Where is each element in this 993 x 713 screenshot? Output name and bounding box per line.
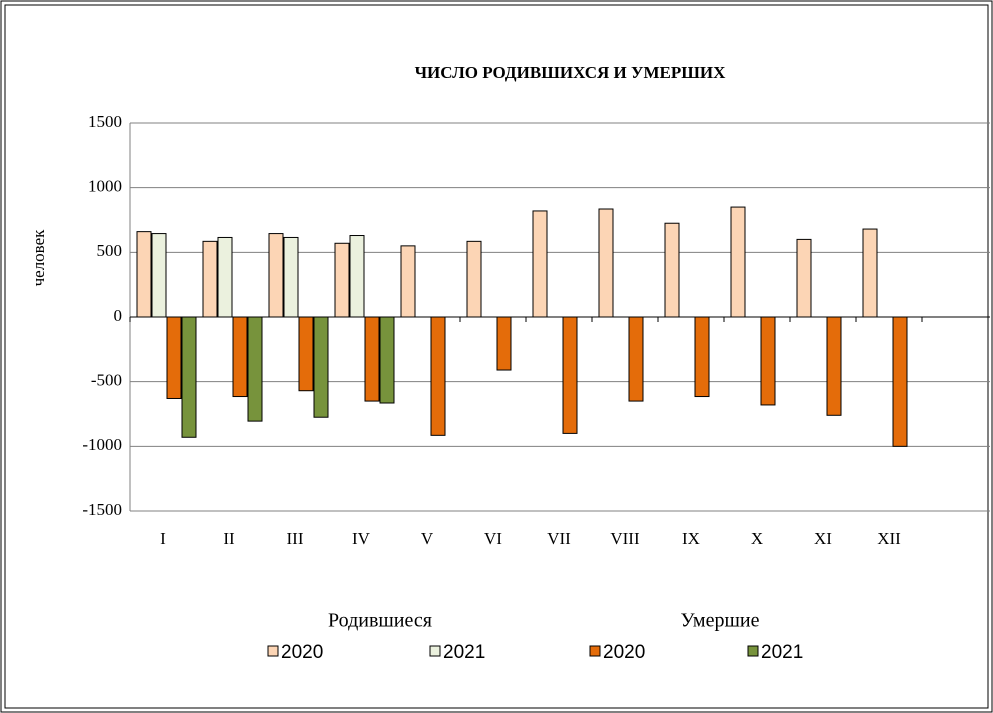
bar [202, 240, 218, 318]
y-tick-label: -1000 [82, 435, 122, 454]
bar [268, 233, 284, 318]
y-tick-label: 1500 [88, 112, 122, 131]
x-tick-label: XI [814, 529, 832, 548]
bar [298, 316, 314, 392]
bar [313, 316, 329, 418]
legend-swatch [267, 645, 279, 657]
x-tick-label: XII [877, 529, 901, 548]
legend-group: Умершие [681, 610, 760, 632]
legend-swatch [747, 645, 759, 657]
legend-label: 2021 [443, 642, 485, 663]
bar [400, 245, 416, 318]
bar [364, 316, 380, 402]
legend-label: 2020 [281, 642, 323, 663]
bar [430, 316, 446, 436]
x-tick-label: II [223, 529, 235, 548]
bar [232, 316, 248, 398]
bar [892, 316, 908, 447]
bar [283, 236, 299, 318]
x-tick-label: VI [484, 529, 502, 548]
bar [664, 222, 680, 318]
legend-swatch [589, 645, 601, 657]
y-tick-label: -1500 [82, 500, 122, 519]
y-tick-label: 500 [97, 241, 123, 260]
x-tick-label: I [160, 529, 166, 548]
bar [862, 228, 878, 318]
bar [826, 316, 842, 416]
legend-label: 2020 [603, 642, 645, 663]
bar [730, 206, 746, 318]
bar [532, 210, 548, 318]
bar [760, 316, 776, 406]
legend-label: 2021 [761, 642, 803, 663]
chart-title: ЧИСЛО РОДИВШИХСЯ И УМЕРШИХ [415, 63, 727, 82]
x-tick-label: IV [352, 529, 371, 548]
bar [217, 236, 233, 318]
y-tick-label: -500 [91, 371, 122, 390]
legend-group: Родившиеся [328, 610, 432, 632]
bar [166, 316, 182, 399]
x-tick-label: IX [682, 529, 700, 548]
bar [628, 316, 644, 402]
bar [379, 316, 395, 404]
bar [466, 240, 482, 318]
x-tick-label: VII [547, 529, 571, 548]
bar [349, 235, 365, 318]
x-tick-label: V [421, 529, 434, 548]
bar [598, 208, 614, 318]
y-axis-label: человек [29, 229, 48, 287]
x-tick-label: VIII [610, 529, 640, 548]
bar [694, 316, 710, 398]
bar [562, 316, 578, 434]
inner-frame [4, 4, 989, 709]
bar [496, 316, 512, 371]
bar [334, 242, 350, 318]
bar [181, 316, 197, 438]
bar [151, 233, 167, 318]
bar [247, 316, 263, 422]
x-tick-label: X [751, 529, 763, 548]
legend-swatch [429, 645, 441, 657]
y-tick-label: 1000 [88, 177, 122, 196]
x-tick-label: III [287, 529, 304, 548]
y-tick-label: 0 [114, 306, 123, 325]
bar [136, 231, 152, 318]
bar [796, 238, 812, 318]
